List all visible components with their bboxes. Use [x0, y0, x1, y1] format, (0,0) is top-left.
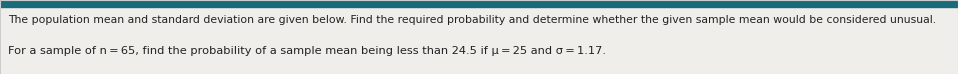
Bar [0, 0, 958, 7]
Text: The population mean and standard deviation are given below. Find the required pr: The population mean and standard deviati… [8, 15, 936, 25]
Text: For a sample of n = 65, find the probability of a sample mean being less than 24: For a sample of n = 65, find the probabi… [8, 46, 605, 56]
